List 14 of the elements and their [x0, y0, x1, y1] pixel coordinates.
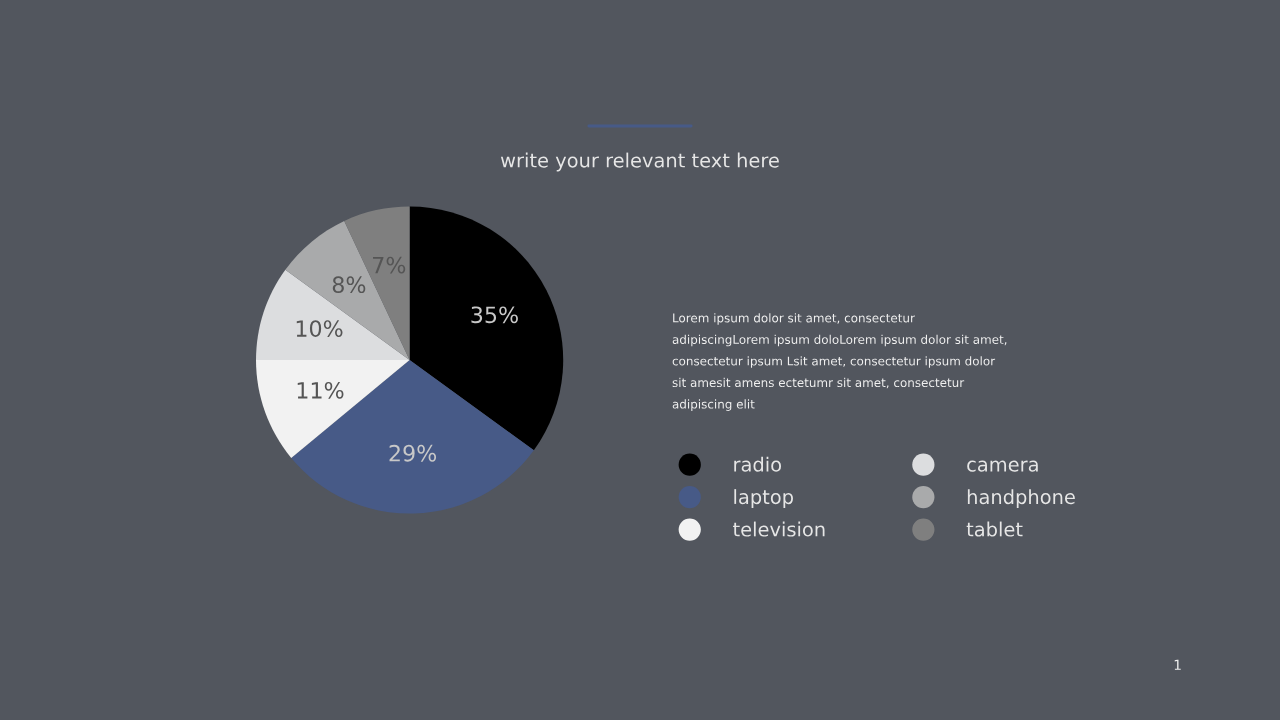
legend-label: tablet [966, 521, 1023, 537]
chart-title: write your relevant text here [500, 152, 779, 172]
data-label: 29% [389, 444, 437, 462]
data-label: 11% [297, 381, 344, 399]
data-label: 8% [332, 276, 366, 294]
legend-label: camera [967, 460, 1038, 472]
data-label: 35% [471, 306, 518, 324]
pie-slice [285, 221, 410, 360]
legend-label: television [733, 521, 825, 537]
pie-slice [291, 360, 534, 514]
legend-label: laptop [734, 489, 793, 508]
data-label: 10% [296, 320, 343, 338]
legend-label: handphone [967, 489, 1075, 508]
legend-label: radio [734, 456, 782, 472]
